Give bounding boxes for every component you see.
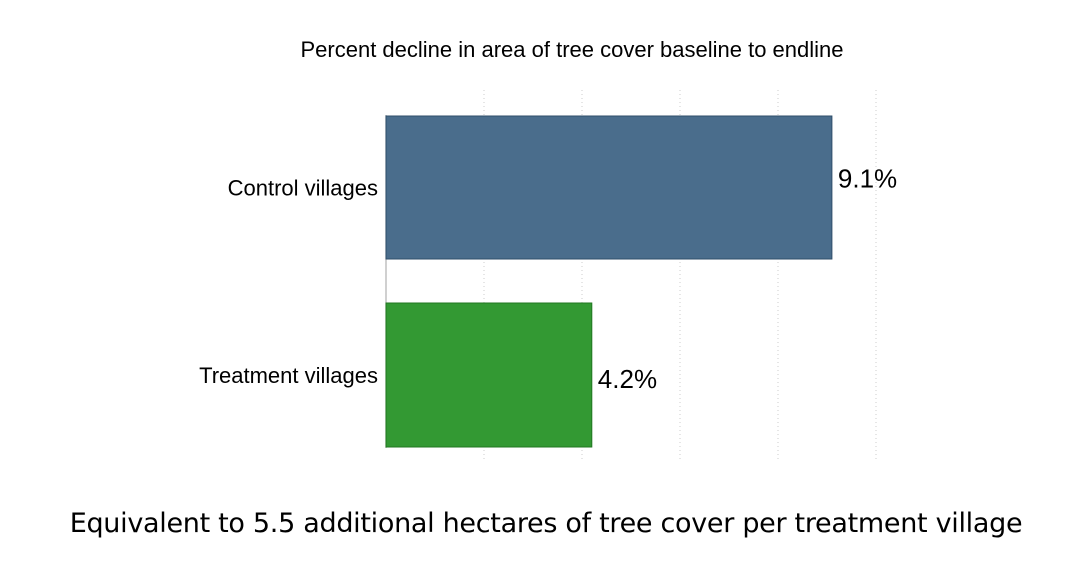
category-label: Treatment villages bbox=[199, 363, 378, 388]
value-label: 4.2% bbox=[598, 364, 657, 394]
footnote: Equivalent to 5.5 additional hectares of… bbox=[69, 508, 1023, 539]
chart-title: Percent decline in area of tree cover ba… bbox=[300, 37, 843, 62]
bar-treatment-villages bbox=[385, 302, 593, 448]
value-label: 9.1% bbox=[838, 164, 897, 194]
category-label: Control villages bbox=[228, 176, 378, 201]
bars bbox=[385, 115, 833, 448]
category-labels: Control villages Treatment villages bbox=[199, 176, 378, 389]
value-labels: 9.1% 4.2% bbox=[598, 164, 897, 395]
bar-control-villages bbox=[385, 115, 833, 260]
